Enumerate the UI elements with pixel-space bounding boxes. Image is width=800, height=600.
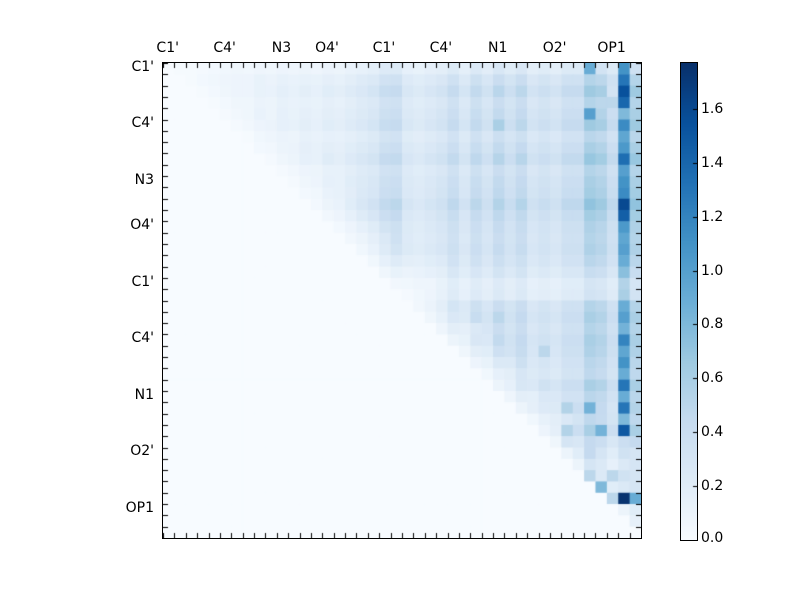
x-tick-label: C4': [429, 40, 453, 56]
colorbar-tick-label: 0.6: [701, 369, 724, 386]
x-tick-label: C4': [213, 40, 236, 56]
y-tick-label: C1': [131, 273, 154, 290]
x-tick-label: C1': [372, 40, 396, 56]
y-tick-label: O4': [130, 216, 154, 233]
x-tick-label: O4': [315, 40, 339, 56]
colorbar-tick-label: 0.0: [701, 530, 724, 546]
x-tick-label: N3: [271, 40, 292, 56]
x-tick-label: O2': [542, 40, 567, 56]
y-tick-label: OP1: [125, 499, 154, 516]
colorbar-tick-label: 1.4: [701, 154, 724, 171]
x-tick-label: N1: [488, 40, 508, 56]
y-tick-label: N1: [134, 386, 154, 403]
colorbar-canvas: [681, 63, 697, 540]
colorbar-tick-label: 0.8: [701, 315, 724, 332]
colorbar-tick-label: 0.4: [701, 423, 724, 440]
heatmap-axes: [162, 62, 642, 539]
heatmap-canvas: [163, 63, 641, 538]
y-tick-label: N3: [134, 171, 154, 188]
colorbar: [680, 62, 698, 541]
colorbar-tick-label: 1.2: [701, 208, 724, 225]
colorbar-tick-label: 1.6: [701, 100, 724, 117]
colorbar-tick-label: 1.0: [701, 262, 724, 279]
y-tick-label: O2': [130, 443, 154, 460]
y-tick-label: C1': [131, 58, 154, 75]
y-tick-label: C4': [131, 330, 154, 347]
x-tick-label: C1': [156, 40, 179, 56]
x-tick-label: OP1: [597, 40, 626, 56]
y-tick-label: C4': [131, 115, 154, 132]
colorbar-tick-label: 0.2: [701, 477, 724, 494]
